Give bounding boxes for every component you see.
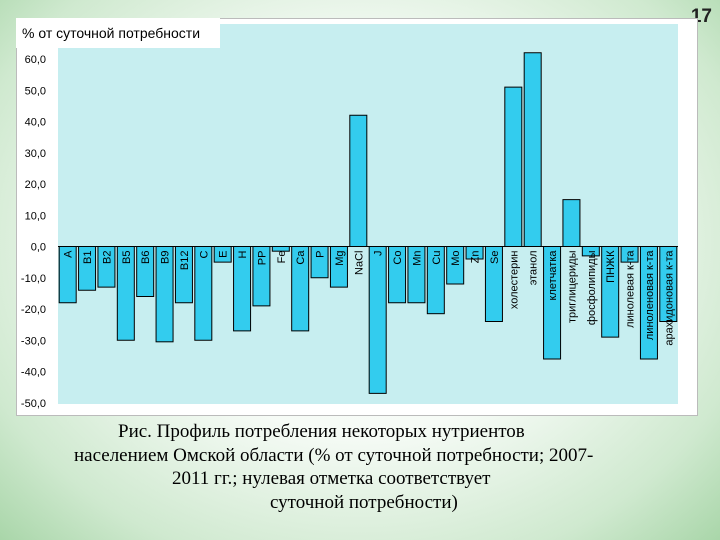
bar-chart: 60,0 50,0 40,0 30,0 20,0 10,0 0,0 -10,0 -20,0 -30…: [16, 18, 678, 410]
y-tick-label: 50,0: [25, 85, 46, 97]
bar: [504, 86, 523, 247]
bar: [194, 246, 213, 341]
category-label: холестерин: [508, 251, 520, 310]
category-label: фосфолипиды: [586, 250, 598, 325]
category-label: триглицериды: [566, 250, 578, 323]
category-label: A: [63, 250, 75, 258]
category-label: B9: [160, 251, 172, 264]
y-tick-label: -40,0: [21, 367, 46, 379]
category-label: клетчатка: [547, 250, 559, 301]
caption-line-2: населением Омской области (% от суточной…: [74, 444, 594, 466]
category-label: Ca: [295, 250, 307, 265]
y-tick-label: 20,0: [25, 179, 46, 191]
bar: [349, 114, 368, 247]
category-label: Mo: [450, 251, 462, 266]
category-label: линолевая к-та: [625, 250, 637, 328]
y-tick-label: -20,0: [21, 304, 46, 316]
category-label: Cu: [431, 251, 443, 265]
y-tick-label: -30,0: [21, 335, 46, 347]
y-tick-label: 40,0: [25, 117, 46, 129]
category-label: NaCl: [353, 251, 365, 275]
caption-line-1: Рис. Профиль потребления некоторых нутри…: [118, 421, 525, 442]
category-label: B12: [179, 251, 191, 271]
category-label: Zn: [470, 251, 482, 264]
y-tick-label: 60,0: [25, 54, 46, 66]
y-tick-label: -10,0: [21, 273, 46, 285]
category-label: B6: [140, 251, 152, 264]
category-label: арахидоновая к-та: [663, 250, 675, 346]
category-label: линоленовая к-та: [644, 250, 656, 340]
bar: [523, 52, 542, 247]
bar: [562, 199, 581, 247]
y-tick-label: 30,0: [25, 148, 46, 160]
category-label: E: [218, 251, 230, 258]
category-label: C: [198, 250, 210, 258]
category-label: PP: [256, 251, 268, 266]
caption-line-3: 2011 гг.; нулевая отметка соответствует: [172, 468, 491, 489]
category-label: Fe: [276, 251, 288, 264]
category-label: ПНЖК: [605, 250, 617, 283]
category-label: этанол: [528, 251, 540, 286]
plot-area: [58, 24, 678, 404]
category-label: J: [373, 251, 385, 257]
y-tick-label: -50,0: [21, 398, 46, 410]
category-label: Mn: [411, 251, 423, 266]
category-label: Mg: [334, 251, 346, 266]
category-label: H: [237, 250, 249, 258]
category-label: Se: [489, 251, 501, 264]
y-tick-label: 10,0: [25, 210, 46, 222]
category-label: B1: [82, 251, 94, 264]
category-label: P: [315, 251, 327, 258]
figure-caption: Рис. Профиль потребления некоторых нутри…: [60, 420, 700, 514]
category-label: Co: [392, 251, 404, 265]
category-label: B5: [121, 251, 133, 264]
chart-title: % от суточной потребности: [22, 25, 200, 41]
y-tick-label: 0,0: [31, 242, 46, 254]
caption-line-4: суточной потребности): [270, 491, 458, 513]
chart-title-box: [16, 18, 220, 48]
bar: [368, 246, 387, 394]
category-label: B2: [101, 251, 113, 264]
bar: [271, 246, 290, 252]
